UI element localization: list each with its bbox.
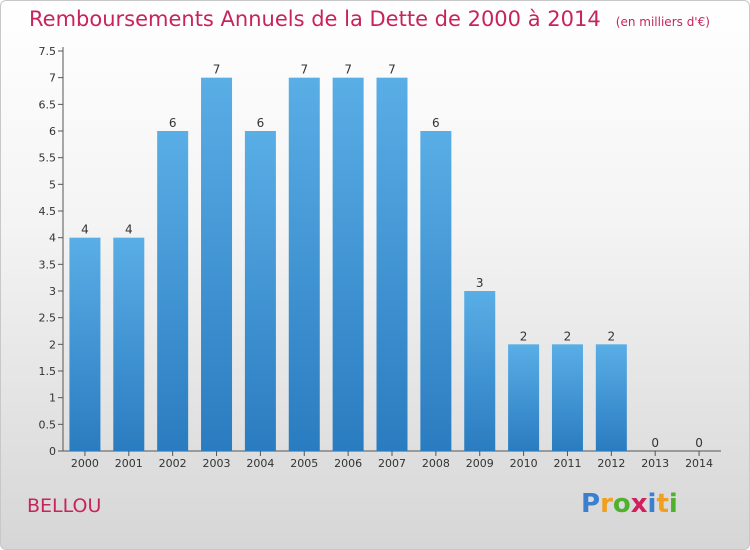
x-tick-label: 2007	[378, 457, 406, 470]
y-tick-label: 5	[49, 178, 56, 191]
y-tick-label: 5.5	[39, 152, 57, 165]
bar-2000	[69, 237, 101, 451]
logo-letter: i	[668, 489, 678, 519]
data-label: 6	[169, 116, 177, 130]
data-label: 7	[388, 63, 396, 77]
y-tick-label: 1	[49, 392, 56, 405]
logo-letter: t	[656, 489, 669, 519]
bar-2001	[113, 237, 145, 451]
x-tick-label: 2011	[553, 457, 581, 470]
data-label: 7	[213, 63, 221, 77]
x-tick-label: 2013	[641, 457, 669, 470]
y-tick-label: 6.5	[39, 98, 57, 111]
y-tick-label: 1.5	[39, 365, 57, 378]
x-tick-label: 2009	[466, 457, 494, 470]
bar-2005	[288, 77, 320, 452]
data-label: 0	[695, 436, 703, 450]
x-tick-label: 2003	[203, 457, 231, 470]
data-label: 7	[300, 63, 308, 77]
y-tick-label: 4	[49, 232, 56, 245]
y-tick-label: 7.5	[39, 45, 57, 58]
bar-2009	[464, 291, 496, 451]
logo-letter: P	[581, 489, 601, 519]
bar-2003	[201, 77, 233, 452]
data-label: 2	[608, 329, 616, 343]
proxiti-logo[interactable]: Proxiti	[581, 489, 678, 519]
bar-2011	[551, 344, 583, 451]
y-tick-label: 2.5	[39, 312, 57, 325]
y-tick-label: 0	[49, 445, 56, 458]
logo-letter: o	[612, 489, 631, 519]
data-label: 6	[432, 116, 440, 130]
data-label: 7	[344, 63, 352, 77]
bar-2012	[595, 344, 627, 451]
data-label: 2	[520, 329, 528, 343]
x-tick-label: 2010	[510, 457, 538, 470]
bar-2008	[420, 131, 452, 451]
logo-letter: r	[600, 489, 613, 519]
data-label: 4	[81, 223, 89, 237]
bar-2010	[508, 344, 540, 451]
x-tick-label: 2008	[422, 457, 450, 470]
data-label: 2	[564, 329, 572, 343]
bar-2007	[376, 77, 408, 452]
y-tick-label: 3.5	[39, 258, 57, 271]
bar-2002	[157, 131, 189, 451]
data-label: 0	[651, 436, 659, 450]
data-label: 4	[125, 223, 133, 237]
data-label: 3	[476, 276, 484, 290]
x-tick-label: 2012	[597, 457, 625, 470]
chart-title: Remboursements Annuels de la Dette de 20…	[29, 7, 601, 31]
x-tick-label: 2001	[115, 457, 143, 470]
bar-2004	[244, 131, 276, 451]
data-label: 6	[257, 116, 265, 130]
title-row: Remboursements Annuels de la Dette de 20…	[29, 7, 710, 31]
bar-2006	[332, 77, 364, 452]
x-tick-label: 2002	[159, 457, 187, 470]
x-tick-label: 2006	[334, 457, 362, 470]
y-tick-label: 2	[49, 338, 56, 351]
y-tick-label: 0.5	[39, 418, 57, 431]
x-tick-label: 2000	[71, 457, 99, 470]
logo-letter: x	[630, 489, 648, 519]
y-tick-label: 6	[49, 125, 56, 138]
y-tick-label: 7	[49, 72, 56, 85]
x-tick-label: 2014	[685, 457, 713, 470]
y-tick-label: 3	[49, 285, 56, 298]
x-tick-label: 2005	[290, 457, 318, 470]
chart-subtitle: (en milliers d'€)	[615, 15, 710, 29]
logo-letter: i	[647, 489, 657, 519]
commune-name: BELLOU	[27, 495, 102, 517]
y-tick-label: 4.5	[39, 205, 57, 218]
x-tick-label: 2004	[246, 457, 274, 470]
